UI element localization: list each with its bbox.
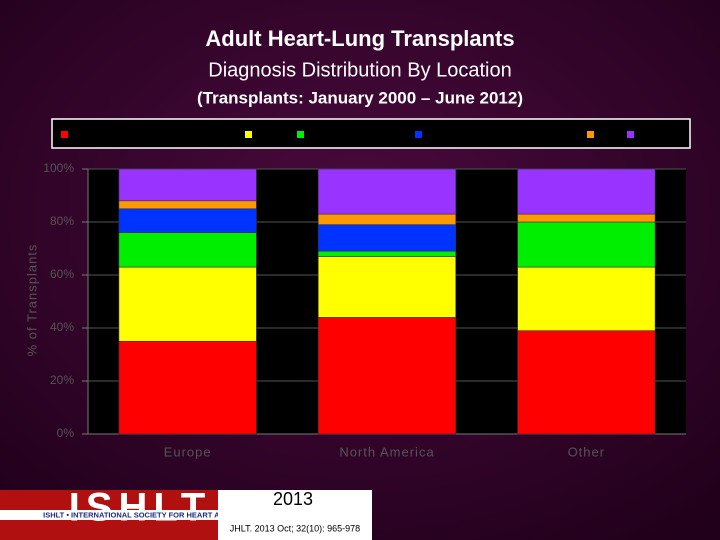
bar-segment bbox=[517, 168, 656, 215]
bar-segment bbox=[317, 250, 457, 257]
y-tick-label: 100% bbox=[43, 161, 74, 175]
bar-segment bbox=[118, 168, 257, 202]
legend-marker bbox=[297, 131, 304, 138]
bar-segment bbox=[317, 224, 457, 252]
bar-segment bbox=[118, 340, 257, 435]
legend-marker bbox=[415, 131, 422, 138]
bar-segment bbox=[118, 232, 257, 268]
bar-segment bbox=[317, 168, 457, 215]
x-tick-label: Other bbox=[568, 444, 606, 459]
legend-box bbox=[51, 118, 691, 149]
legend-marker bbox=[587, 131, 594, 138]
bar-segment bbox=[517, 266, 656, 331]
y-tick-label: 20% bbox=[50, 373, 74, 387]
bar-segment bbox=[317, 213, 457, 225]
y-tick-label: 80% bbox=[50, 214, 74, 228]
y-axis-label: % of Transplants bbox=[24, 244, 39, 357]
y-tick-label: 40% bbox=[50, 320, 74, 334]
society-text: ISHLT • INTERNATIONAL SOCIETY FOR HEART … bbox=[43, 510, 329, 519]
footer: ISHLT ISHLT • INTERNATIONAL SOCIETY FOR … bbox=[0, 486, 372, 540]
year: 2013 bbox=[273, 489, 313, 509]
bar-segment bbox=[517, 330, 656, 435]
bar-segment bbox=[317, 256, 457, 318]
legend-marker bbox=[61, 131, 68, 138]
citation: JHLT. 2013 Oct; 32(10): 965-978 bbox=[230, 523, 360, 533]
legend-marker bbox=[627, 131, 634, 138]
x-tick-label: Europe bbox=[164, 444, 212, 459]
logo-text: ISHLT bbox=[69, 486, 212, 530]
bar-segment bbox=[118, 200, 257, 210]
bar-segment bbox=[118, 208, 257, 233]
society-band bbox=[0, 510, 372, 520]
chart-title: Adult Heart-Lung Transplants bbox=[205, 26, 514, 51]
bar-segment bbox=[118, 266, 257, 342]
bar-segment bbox=[317, 317, 457, 435]
y-tick-label: 0% bbox=[57, 426, 75, 440]
chart-note: (Transplants: January 2000 – June 2012) bbox=[197, 88, 523, 107]
bar-segment bbox=[517, 213, 656, 223]
bar-segment bbox=[517, 221, 656, 268]
chart-subtitle: Diagnosis Distribution By Location bbox=[208, 59, 512, 81]
y-tick-label: 60% bbox=[50, 267, 74, 281]
x-tick-label: North America bbox=[339, 444, 434, 459]
citation-box bbox=[218, 490, 372, 540]
legend-marker bbox=[245, 131, 252, 138]
